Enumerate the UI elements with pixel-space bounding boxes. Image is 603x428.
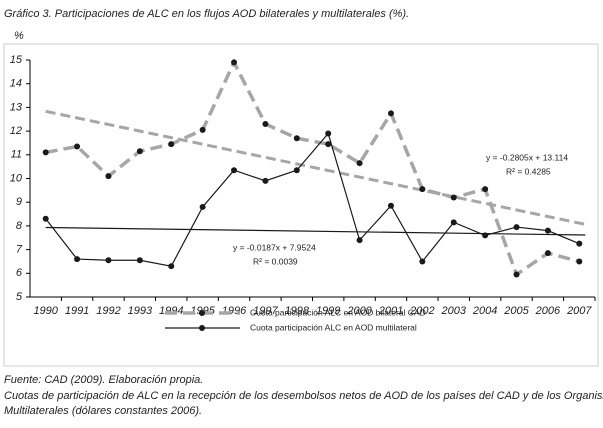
y-tick-label: 6 <box>16 267 23 279</box>
data-point <box>74 256 81 263</box>
x-tick-label: 1990 <box>33 305 58 317</box>
legend-label: Cuota participación ALC en AOD bilateral… <box>250 307 426 317</box>
data-point <box>231 167 238 174</box>
trend-r2: R² = 0.4285 <box>506 166 551 176</box>
data-point <box>544 227 551 234</box>
data-point <box>231 59 238 66</box>
data-point <box>450 194 457 201</box>
data-point <box>199 203 206 210</box>
note: Cuotas de participación de ALC en la rec… <box>4 390 603 402</box>
trend-equation: y = -0.2805x + 13.114 <box>486 152 568 162</box>
data-point <box>199 126 206 133</box>
x-tick-label: 2005 <box>503 305 529 317</box>
x-tick-label: 1997 <box>253 305 278 317</box>
x-tick-label: 1992 <box>96 305 120 317</box>
chart-frame <box>3 43 599 367</box>
chart-title: Gráfico 3. Participaciones de ALC en los… <box>4 8 409 20</box>
x-tick-label: 2002 <box>409 305 434 317</box>
data-point <box>105 257 112 264</box>
x-tick-label: 2004 <box>472 305 497 317</box>
y-tick-label: 13 <box>10 101 23 113</box>
data-point <box>262 177 269 184</box>
x-tick-label: 1991 <box>65 305 89 317</box>
series-line <box>45 58 580 278</box>
y-tick-label: 9 <box>16 196 22 208</box>
data-point <box>325 130 332 137</box>
x-tick-label: 2007 <box>566 305 592 317</box>
data-point <box>450 219 457 226</box>
data-point <box>513 271 520 278</box>
note: Fuente: CAD (2009). Elaboración propia. <box>4 374 203 386</box>
trend-line <box>45 226 586 236</box>
trend-line <box>45 109 586 226</box>
data-point <box>544 250 551 257</box>
data-point <box>136 148 143 155</box>
data-point <box>293 167 300 174</box>
y-tick-label: 11 <box>11 149 22 161</box>
data-point <box>262 120 269 127</box>
x-tick-label: 2006 <box>535 305 561 317</box>
data-point <box>356 237 363 244</box>
x-tick-label: 1999 <box>316 305 340 317</box>
x-tick-label: 2000 <box>346 305 372 317</box>
y-tick-label: 10 <box>10 172 23 184</box>
y-tick-label: 12 <box>10 125 22 137</box>
data-point <box>482 232 489 239</box>
data-point <box>74 143 81 150</box>
note: Multilaterales (dólares constantes 2006)… <box>4 405 202 417</box>
data-point <box>293 135 300 142</box>
legend-marker <box>199 325 205 331</box>
data-point <box>482 186 489 193</box>
data-point <box>576 258 583 265</box>
data-point <box>42 215 49 222</box>
trend-equation: y = -0.0187x + 7.9524 <box>233 242 316 252</box>
data-point <box>576 240 583 247</box>
y-tick-label: 14 <box>10 78 22 90</box>
data-point <box>136 257 143 264</box>
data-point <box>105 173 112 180</box>
legend-label: Cuota participación ALC en AOD multilate… <box>250 322 417 332</box>
data-point <box>168 263 175 270</box>
y-tick-label: 15 <box>10 54 23 66</box>
x-tick-label: 2003 <box>441 305 467 317</box>
series-line <box>45 132 580 267</box>
legend-marker <box>199 310 205 316</box>
data-point <box>356 160 363 167</box>
y-tick-label: 8 <box>16 220 23 232</box>
data-point <box>387 110 394 117</box>
x-tick-label: 1993 <box>128 305 153 317</box>
data-point <box>168 141 175 148</box>
y-tick-label: 5 <box>16 291 23 303</box>
data-point <box>42 149 49 156</box>
x-tick-label: 1994 <box>159 305 183 317</box>
x-tick-label: 2001 <box>378 305 403 317</box>
data-point <box>387 202 394 209</box>
trend-r2: R² = 0.0039 <box>253 256 298 266</box>
data-point <box>513 224 520 231</box>
y-tick-label: 7 <box>16 244 23 256</box>
y-axis-label: % <box>14 30 24 42</box>
x-tick-label: 1998 <box>285 305 310 317</box>
data-point <box>419 186 426 193</box>
data-point <box>419 258 426 265</box>
data-point <box>325 141 332 148</box>
x-tick-label: 1996 <box>222 305 247 317</box>
